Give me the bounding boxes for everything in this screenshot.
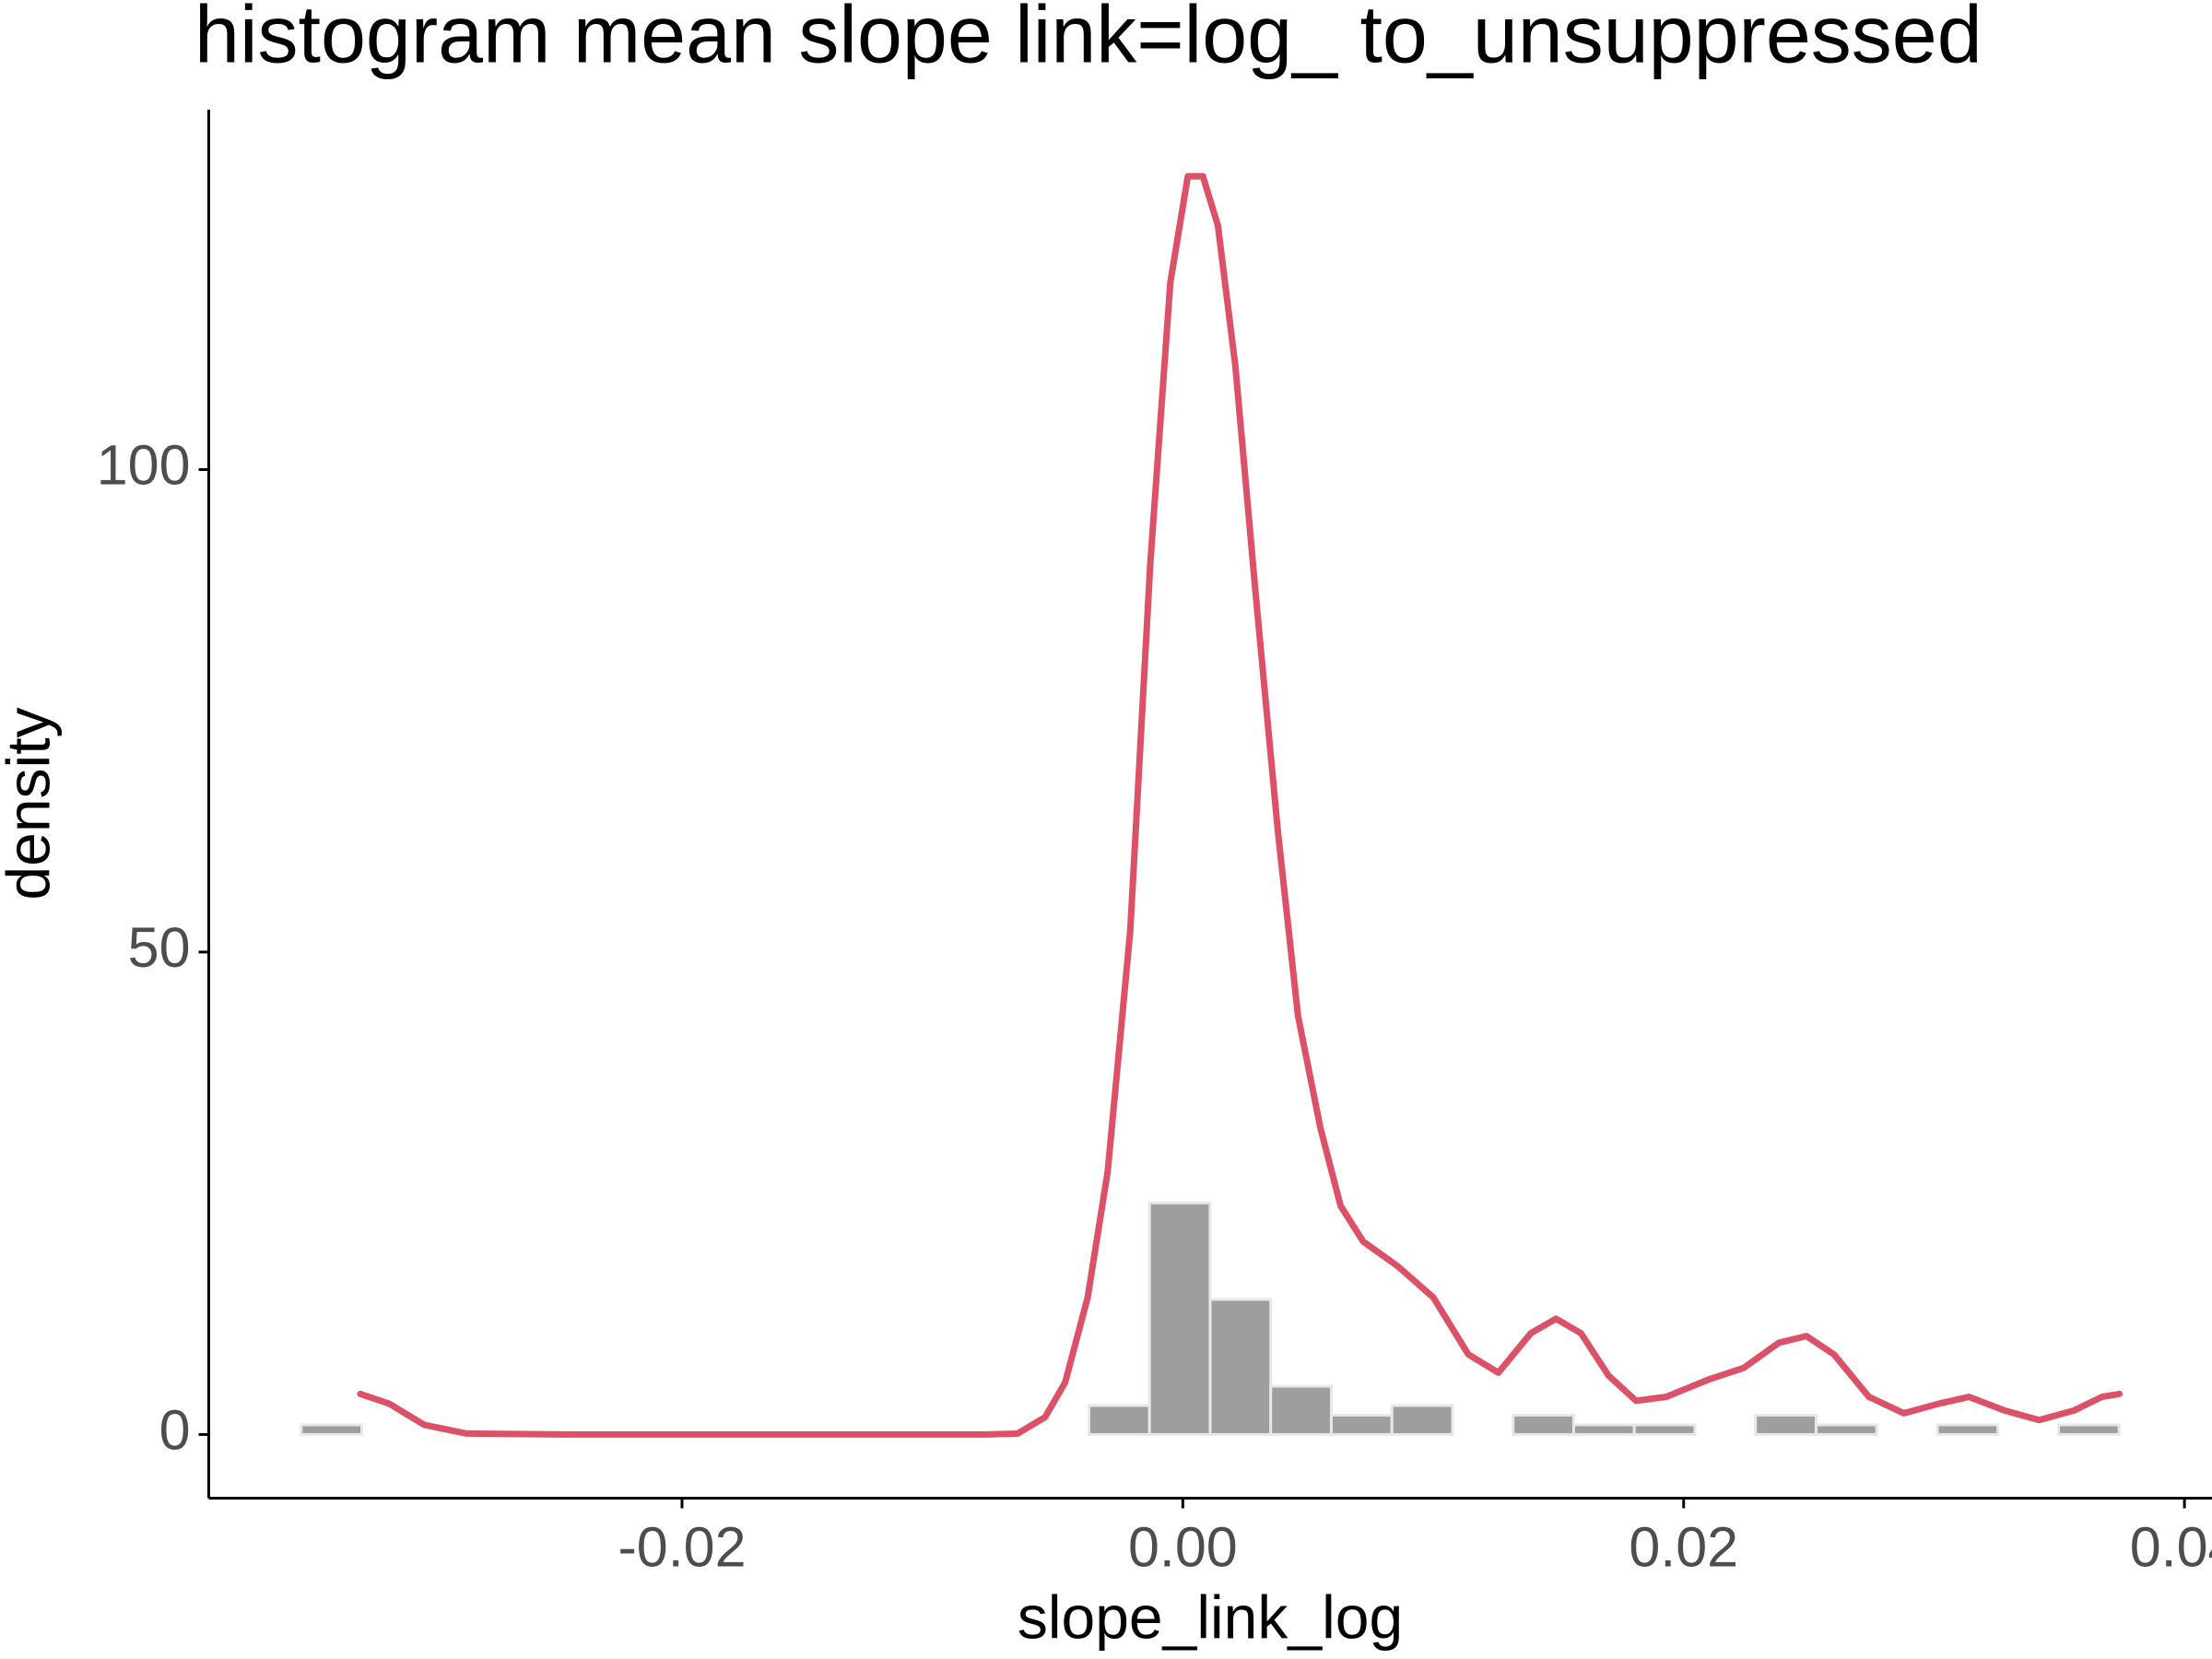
bar xyxy=(1936,1423,2000,1436)
bar xyxy=(1814,1423,1878,1436)
bar xyxy=(1329,1413,1394,1436)
density-line xyxy=(357,172,2123,1438)
bar xyxy=(1632,1423,1697,1436)
bar xyxy=(1571,1423,1636,1436)
x-tick-label: 0.02 xyxy=(1629,1516,1738,1579)
bar xyxy=(1754,1413,1818,1436)
x-axis-title: slope_link_log xyxy=(1018,1583,1403,1651)
bar xyxy=(1512,1413,1575,1436)
bar xyxy=(1269,1384,1333,1436)
bar xyxy=(2056,1423,2121,1436)
x-tick-label: -0.02 xyxy=(618,1516,746,1579)
chart-title: histogram mean slope link=log_ to_unsupp… xyxy=(194,0,1983,79)
bar xyxy=(1208,1298,1273,1436)
y-tick-label: 0 xyxy=(159,1399,191,1462)
bar xyxy=(1390,1404,1454,1436)
y-axis-title: density xyxy=(0,707,62,900)
y-tick-label: 50 xyxy=(128,916,191,979)
y-tick-label: 100 xyxy=(97,434,191,497)
bar xyxy=(300,1423,364,1436)
x-tick-label: 0.00 xyxy=(1128,1516,1238,1579)
x-tick-label: 0.04 xyxy=(2130,1516,2212,1579)
bar xyxy=(1087,1404,1151,1436)
bar xyxy=(1147,1201,1212,1436)
